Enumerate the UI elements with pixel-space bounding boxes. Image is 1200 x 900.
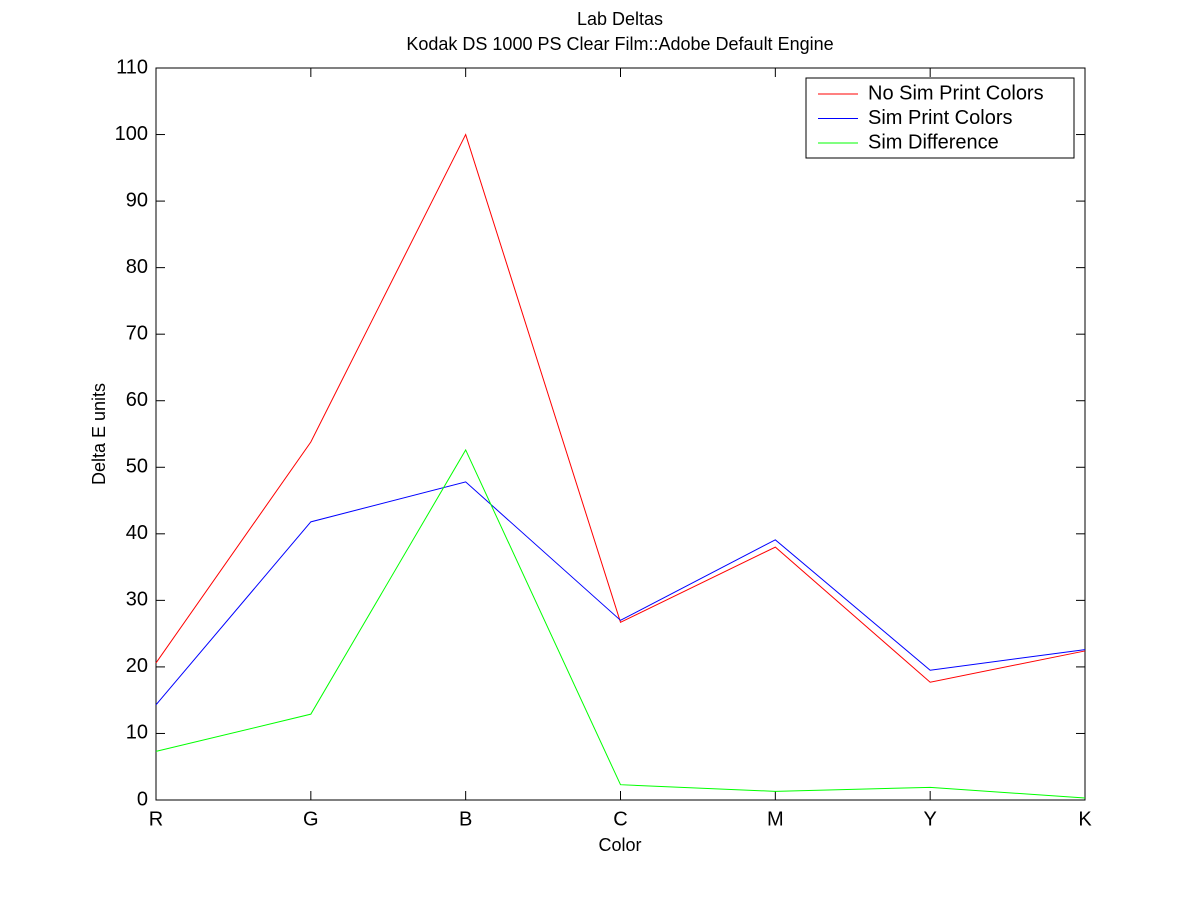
y-tick-label: 10 (126, 722, 148, 744)
x-tick-label: G (303, 808, 319, 830)
x-tick-label: K (1078, 808, 1092, 830)
y-tick-label: 60 (126, 389, 148, 411)
series-line (155, 481, 1086, 706)
series-line (155, 448, 1086, 799)
y-tick-label: 70 (126, 322, 148, 344)
plot-area (155, 67, 1086, 801)
x-tick-label: Y (923, 808, 936, 830)
y-axis-label: Delta E units (89, 383, 109, 485)
y-tick-label: 0 (137, 788, 148, 810)
y-tick-label: 40 (126, 522, 148, 544)
series-line (155, 133, 1086, 683)
y-tick-label: 100 (115, 123, 148, 145)
x-tick-label: R (149, 808, 163, 830)
y-tick-label: 80 (126, 256, 148, 278)
y-tick-label: 110 (116, 56, 148, 78)
legend-label: Sim Print Colors (868, 107, 1012, 129)
x-tick-label: C (613, 808, 627, 830)
y-tick-label: 90 (126, 189, 148, 211)
legend-label: Sim Difference (868, 131, 999, 153)
chart-subtitle: Kodak DS 1000 PS Clear Film::Adobe Defau… (406, 34, 833, 54)
legend-label: No Sim Print Colors (868, 82, 1044, 104)
x-tick-label: M (767, 808, 784, 830)
x-axis-label: Color (598, 835, 641, 855)
y-tick-label: 50 (126, 456, 148, 478)
chart-title: Lab Deltas (577, 9, 663, 29)
y-tick-label: 30 (126, 589, 148, 611)
x-tick-label: B (459, 808, 472, 830)
y-tick-label: 20 (126, 655, 148, 677)
